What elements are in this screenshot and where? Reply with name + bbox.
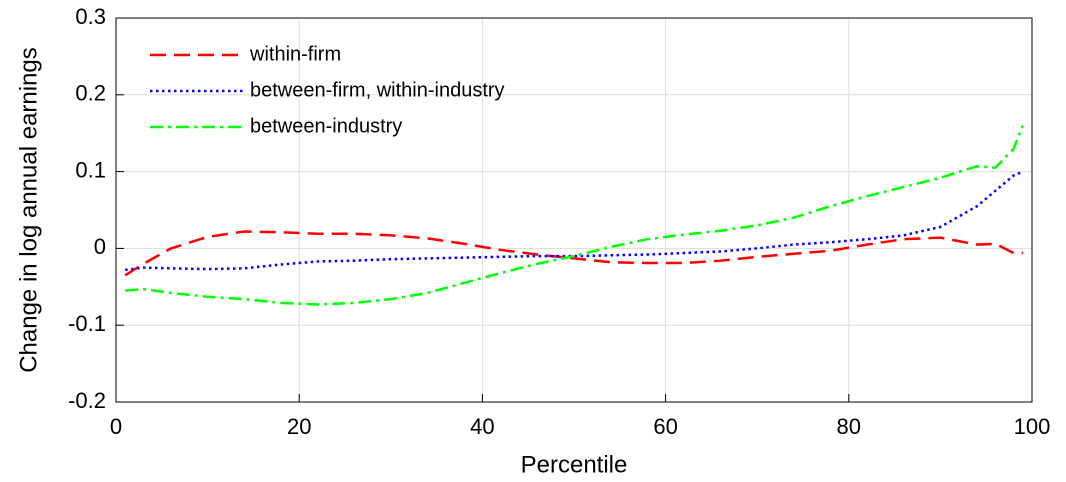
x-tick-label: 80 [837,414,861,439]
y-axis-label: Change in log annual earnings [15,47,42,373]
plot-frame [115,17,1033,403]
y-tick-label: 0.1 [75,157,106,182]
series-line [125,170,1024,272]
series-line [124,230,1023,277]
x-tick-label: 0 [110,414,122,439]
legend-label: between-firm, within-industry [250,79,505,101]
x-tick-label: 100 [1014,414,1051,439]
y-tick-label: 0.3 [75,4,106,29]
y-tick-label: -0.1 [68,311,106,336]
x-tick-label: 60 [653,414,677,439]
x-tick-label: 20 [287,414,311,439]
legend-label: within-firm [249,43,341,65]
legend-label: between-industry [250,115,402,137]
y-tick-label: 0.2 [75,81,106,106]
y-tick-label: -0.2 [68,388,106,413]
x-axis-label: Percentile [521,451,628,478]
x-tick-label: 40 [470,414,494,439]
y-tick-label: 0 [94,234,106,259]
series-line [125,125,1025,306]
